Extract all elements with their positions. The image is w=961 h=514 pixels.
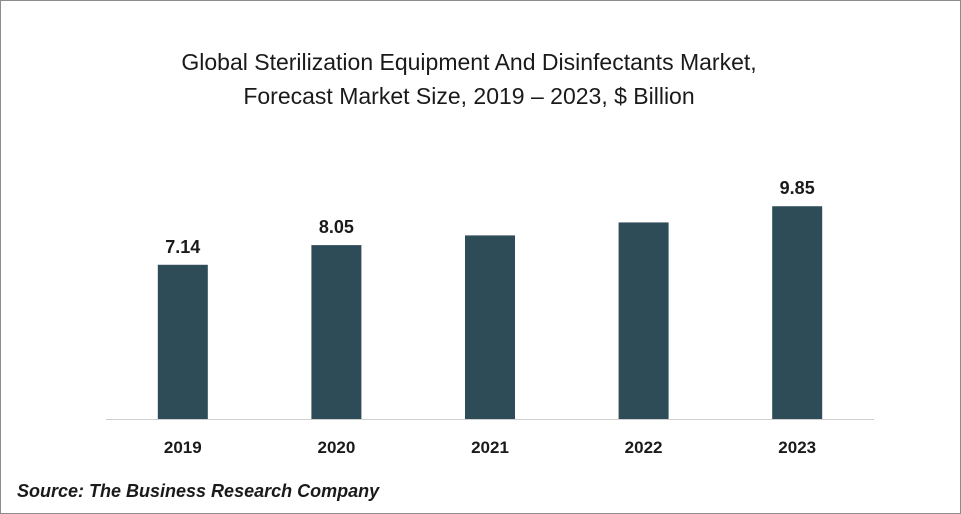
bar-2020 [311, 245, 362, 419]
chart-title: Global Sterilization Equipment And Disin… [1, 45, 937, 113]
x-tick-label-2021: 2021 [471, 438, 509, 457]
chart-title-line-1: Global Sterilization Equipment And Disin… [181, 49, 757, 75]
bar-2019 [157, 264, 208, 419]
data-label-2023: 9.85 [780, 178, 815, 198]
data-label-2019: 7.14 [165, 237, 200, 257]
bar-2021 [465, 235, 515, 419]
chart-title-line-2: Forecast Market Size, 2019 – 2023, $ Bil… [243, 83, 695, 109]
bar-2023 [772, 206, 823, 419]
source-note: Source: The Business Research Company [17, 481, 380, 501]
x-tick-label-2019: 2019 [164, 438, 202, 457]
x-tick-label-2020: 2020 [317, 438, 355, 457]
data-label-2020: 8.05 [319, 217, 354, 237]
x-tick-label-2022: 2022 [625, 438, 663, 457]
bar-2022 [618, 222, 669, 419]
x-tick-label-2023: 2023 [778, 438, 816, 457]
